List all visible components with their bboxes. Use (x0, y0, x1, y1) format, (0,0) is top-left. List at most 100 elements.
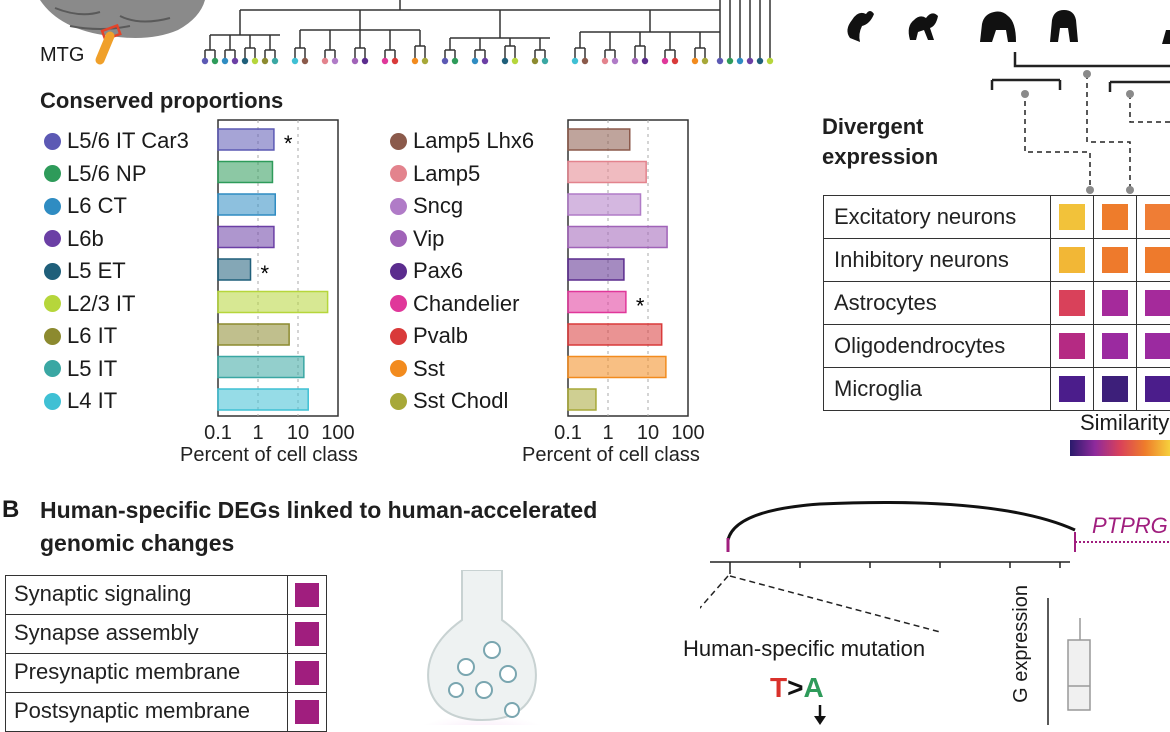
dendrogram-leaf-dot (726, 57, 734, 65)
bar (567, 225, 668, 249)
similarity-swatch (1102, 376, 1128, 402)
dendrogram-leaf-dot (211, 57, 219, 65)
divergent-expression-table: Excitatory neurons Inhibitory neurons Astr… (823, 195, 1170, 411)
cell-type-dendrogram (201, 0, 774, 65)
bar (217, 323, 290, 346)
species-tree (990, 52, 1170, 194)
legend-item: L5 IT (44, 355, 117, 383)
mutation-arrow: > (787, 672, 804, 703)
significance-star: * (284, 131, 293, 156)
similarity-swatch (1145, 290, 1170, 316)
legend-label: L6b (67, 225, 104, 251)
bar (567, 193, 642, 216)
bar (567, 355, 667, 379)
similarity-swatch (1145, 333, 1170, 359)
legend-color-dot (44, 360, 61, 377)
similarity-cell (1094, 368, 1137, 410)
go-term-row: Synaptic signaling (5, 575, 327, 615)
panel-b-title-line1: Human-specific DEGs linked to human-acce… (40, 497, 598, 523)
left-proportion-chart: ** (217, 119, 339, 417)
legend-label: Pvalb (413, 323, 469, 348)
go-term-swatch (295, 700, 319, 724)
go-term-row: Postsynaptic membrane (5, 692, 327, 732)
bar (217, 128, 275, 151)
similarity-cell (1094, 325, 1137, 367)
go-term-indicator (288, 615, 326, 653)
cell-class-label: Microglia (824, 368, 1051, 410)
legend-color-dot (390, 230, 407, 247)
dendrogram-leaf-dot (231, 57, 239, 65)
legend-label: L6 CT (67, 193, 127, 218)
dendrogram-leaf-dot (291, 57, 299, 65)
legend-item: L6b (44, 225, 104, 253)
mutation-label: Human-specific mutation (683, 636, 926, 661)
legend-label: L6 IT (67, 323, 118, 348)
dendrogram-leaf-dot (701, 57, 709, 65)
similarity-cell (1051, 282, 1094, 324)
similarity-cell (1094, 196, 1137, 238)
legend-color-dot (44, 165, 61, 182)
legend-color-dot (390, 295, 407, 312)
legend-item: L5/6 NP (44, 160, 147, 188)
legend-item: Chandelier (390, 290, 519, 318)
legend-color-dot (44, 230, 61, 247)
dendrogram-leaf-dot (261, 57, 269, 65)
go-term-swatch (295, 622, 319, 646)
dendrogram-leaf-dot (301, 57, 309, 65)
panel-b-letter: B (2, 496, 20, 523)
bar (217, 355, 305, 379)
dendrogram-leaf-dot (541, 57, 549, 65)
bar (567, 290, 627, 314)
bar (217, 258, 252, 281)
go-term-label: Synapse assembly (6, 615, 288, 653)
bar (567, 388, 597, 411)
legend-item: L6 IT (44, 322, 117, 350)
legend-color-dot (44, 132, 61, 150)
legend-item: L2/3 IT (44, 290, 135, 318)
dendrogram-leaf-dot (766, 57, 774, 65)
bar (567, 160, 647, 184)
axis-tick-label: 1 (252, 422, 264, 444)
legend-color-dot (44, 262, 61, 280)
similarity-swatch (1102, 204, 1128, 230)
legend-label: Lamp5 (413, 160, 481, 186)
legend-label: Chandelier (413, 290, 520, 316)
similarity-swatch (1059, 376, 1085, 402)
go-term-swatch (295, 583, 319, 607)
right-proportion-chart: * (567, 119, 689, 417)
legend-label: L4 IT (67, 388, 118, 413)
dendrogram-leaf-dot (421, 57, 429, 65)
gene-locus-diagram (700, 500, 1170, 725)
similarity-swatch (1102, 247, 1128, 273)
dendrogram-leaf-dot (661, 57, 669, 65)
dendrogram-leaf-dot (481, 57, 489, 65)
legend-label: Pax6 (413, 258, 464, 283)
go-term-label: Presynaptic membrane (6, 654, 288, 692)
expression-axis-label: G expression (1010, 585, 1032, 703)
legend-label: Lamp5 Lhx6 (413, 128, 535, 153)
bar (567, 128, 631, 151)
similarity-cell (1051, 325, 1094, 367)
synapse-illustration (412, 570, 552, 725)
legend-color-dot (390, 132, 407, 150)
dendrogram-leaf-dot (241, 57, 249, 65)
legend-color-dot (44, 392, 61, 410)
legend-color-dot (390, 197, 407, 215)
similarity-swatch (1145, 204, 1170, 230)
similarity-label: Similarity (1080, 410, 1170, 435)
brain-illustration (40, 0, 205, 65)
dendrogram-leaf-dot (641, 57, 649, 65)
dendrogram-leaf-dot (631, 57, 639, 65)
dendrogram-leaf-dot (411, 57, 419, 65)
legend-label: Sst (413, 355, 445, 381)
dendrogram-leaf-dot (501, 57, 509, 65)
legend-label: Sncg (413, 193, 464, 218)
significance-star: * (261, 261, 270, 286)
bar (217, 225, 275, 249)
legend-item: Sst (390, 355, 445, 383)
similarity-swatch (1145, 247, 1170, 273)
legend-label: Vip (413, 225, 445, 251)
similarity-cell (1137, 196, 1170, 238)
legend-color-dot (390, 262, 407, 280)
dendrogram-leaf-dot (441, 57, 449, 65)
